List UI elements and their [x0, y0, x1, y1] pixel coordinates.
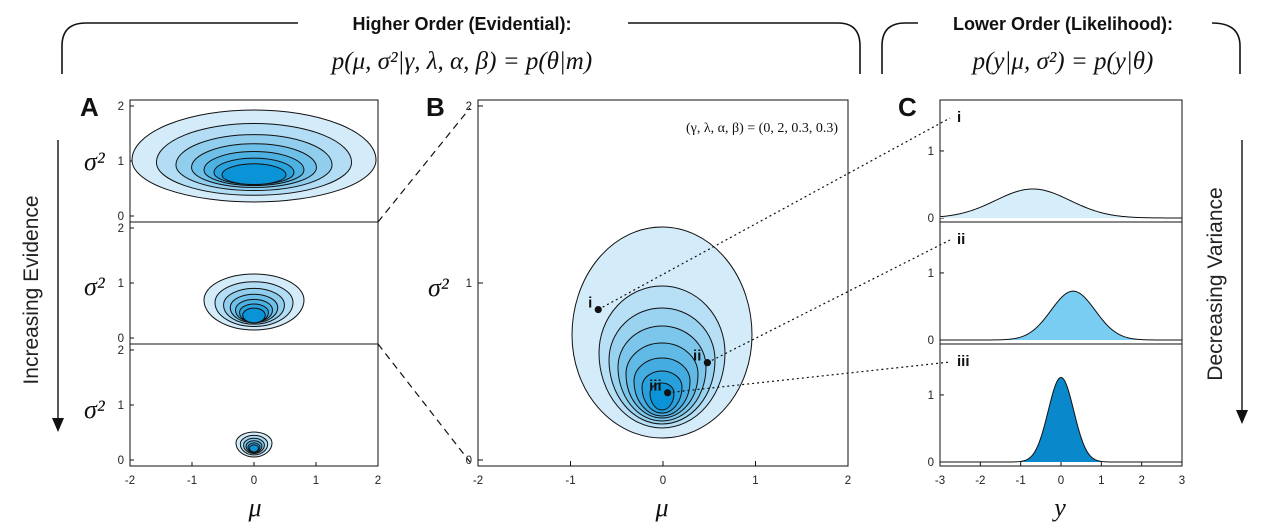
increasing-evidence-arrowhead-icon: [52, 418, 64, 432]
panel-a-ylabel-mid: σ²: [84, 272, 106, 301]
connector-a-b-top: [377, 107, 471, 223]
panel-a-contour-3: [248, 444, 260, 453]
panel-a-ytick-label: 2: [118, 101, 124, 113]
panel-a-ytick-label: 0: [118, 211, 124, 223]
panel-a-contour-2: [242, 307, 266, 324]
panel-b-point-label: ii: [693, 348, 701, 365]
panel-b-point-label: iii: [649, 378, 662, 395]
panel-c-ytick-label: 1: [928, 268, 934, 280]
panel-a-contour-1: [221, 163, 287, 185]
panel-b-point-label: i: [588, 295, 592, 312]
panel-b-xtick-label: 0: [660, 475, 666, 487]
panel-a-xtick-label: -2: [125, 475, 135, 487]
connector-point-1: [597, 117, 951, 311]
panel-a-xtick-label: 2: [375, 475, 381, 487]
panel-a-ytick-label: 0: [118, 455, 124, 467]
connectors: [377, 107, 951, 463]
panel-c-xtick-label: 1: [1098, 475, 1104, 487]
panel-c: 0 1 i 0 1 ii 0 1 iii -3 -2 -1 0 1 2 3: [928, 99, 1185, 487]
panel-c-xtick-label: -2: [975, 475, 985, 487]
panel-b-ylabel: σ²: [428, 273, 450, 302]
panel-letter-b: B: [426, 92, 445, 122]
panel-c-xtick-label: 0: [1058, 475, 1064, 487]
panel-c-xtick-label: -1: [1016, 475, 1026, 487]
panel-c-density-fill-iii: [940, 377, 1182, 462]
panel-b-parameter-annotation: (γ, λ, α, β) = (0, 2, 0.3, 0.3): [686, 121, 838, 136]
panel-b-xtick-label: -2: [473, 475, 483, 487]
panel-letter-a: A: [80, 92, 99, 122]
panel-a-xtick-label: -1: [187, 475, 197, 487]
panel-a-xtick-label: 0: [251, 475, 257, 487]
lower-order-title: Lower Order (Likelihood):: [953, 14, 1173, 34]
higher-brace: [61, 22, 861, 74]
panel-a-xlabel: μ: [247, 493, 261, 522]
panel-c-xtick-label: 3: [1179, 475, 1185, 487]
decreasing-variance-arrowhead-icon: [1236, 410, 1248, 424]
panel-a-ytick-label: 0: [118, 333, 124, 345]
panel-b-xtick-label: -1: [565, 475, 575, 487]
panel-a-ytick-label: 2: [118, 223, 124, 235]
panel-a-ylabel-top: σ²: [84, 147, 106, 176]
panel-c-density-fill-i: [940, 188, 1182, 218]
higher-order-title: Higher Order (Evidential):: [352, 14, 571, 34]
connector-point-3: [667, 361, 951, 394]
panel-c-ytick-label: 0: [928, 335, 934, 347]
panel-a-ytick-label: 1: [118, 400, 124, 412]
panel-a-ytick-label: 2: [118, 345, 124, 357]
connector-a-b-bottom: [377, 343, 471, 463]
panel-c-subplot-label: i: [957, 109, 961, 126]
panel-c-xtick-label: 2: [1138, 475, 1144, 487]
panel-a-xtick-label: 1: [313, 475, 319, 487]
lower-brace: [881, 22, 1241, 74]
panel-b-ytick-label: 2: [466, 101, 472, 113]
panel-c-xlabel: y: [1051, 493, 1066, 522]
increasing-evidence-label: Increasing Evidence: [20, 195, 43, 384]
higher-order-equation: p(μ, σ²|γ, λ, α, β) = p(θ|m): [330, 48, 592, 75]
panel-c-xtick-label: -3: [935, 475, 945, 487]
panel-a-ytick-label: 1: [118, 278, 124, 290]
panel-b-xtick-label: 1: [752, 475, 758, 487]
panel-c-density-curve-i: [939, 188, 1182, 219]
connector-point-2: [707, 239, 951, 364]
panel-c-ytick-label: 0: [928, 457, 934, 469]
panel-b-xtick-label: 2: [845, 475, 851, 487]
panel-c-ytick-label: 1: [928, 390, 934, 402]
panel-c-subplot-label: iii: [957, 353, 970, 370]
panel-b-ytick-label: 1: [466, 278, 472, 290]
panel-c-ytick-label: 1: [928, 146, 934, 158]
panel-c-subplot-label: ii: [957, 231, 965, 248]
panel-letter-c: C: [898, 92, 917, 122]
panel-a-ylabel-bottom: σ²: [84, 395, 106, 424]
panel-c-ytick-label: 0: [928, 213, 934, 225]
panel-c-density-curve-ii: [940, 290, 1182, 341]
panel-a-ytick-label: 1: [118, 156, 124, 168]
panel-c-density-fill-ii: [940, 291, 1182, 340]
panel-b-xlabel: μ: [654, 493, 668, 522]
lower-order-equation: p(y|μ, σ²) = p(y|θ): [971, 48, 1154, 75]
decreasing-variance-label: Decreasing Variance: [1204, 187, 1227, 380]
